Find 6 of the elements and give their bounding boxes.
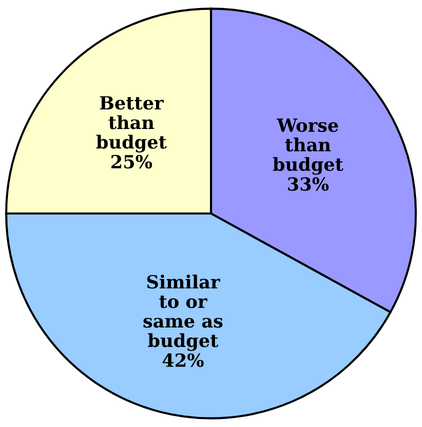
data-label: 42% — [162, 353, 204, 368]
slice-label: Worse than budget — [272, 118, 344, 175]
slice-label: Similar to or same as budget — [143, 274, 223, 351]
data-label: 25% — [111, 154, 152, 169]
slice-label: Better than budget — [96, 96, 167, 152]
data-label: 33% — [288, 177, 329, 191]
